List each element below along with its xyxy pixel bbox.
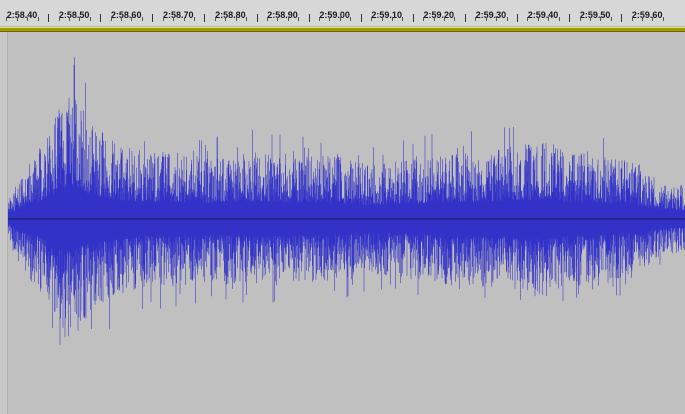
timeline-minor-tick — [68, 17, 70, 21]
timeline-tick-label: 2:59.10 — [371, 10, 402, 20]
timeline-minor-tick — [662, 17, 664, 21]
play-region-bar[interactable] — [0, 27, 685, 32]
timeline-minor-tick — [89, 17, 91, 21]
timeline-minor-tick — [131, 17, 133, 21]
timeline-minor-tick — [527, 17, 529, 21]
timeline-tick-label: 2:59.50 — [579, 10, 611, 20]
timeline-minor-tick — [485, 17, 487, 21]
timeline-minor-tick — [371, 17, 373, 21]
timeline-major-tick — [517, 14, 518, 22]
timeline-minor-tick — [652, 17, 654, 21]
timeline-tick-label: 2:59.20 — [423, 10, 455, 20]
timeline-tick-label: 2:59.00 — [319, 10, 350, 20]
timeline-major-tick — [204, 14, 206, 22]
audio-track[interactable] — [8, 32, 685, 414]
timeline-minor-tick — [339, 17, 341, 21]
timeline-minor-tick — [475, 17, 477, 21]
timeline-major-tick — [621, 14, 623, 22]
timeline-minor-tick — [548, 17, 550, 21]
timeline-minor-tick — [235, 17, 237, 21]
timeline-minor-tick — [631, 17, 633, 21]
timeline-tick-label: 2:59.60 — [631, 10, 663, 20]
timeline-minor-tick — [642, 17, 644, 21]
waveform[interactable] — [8, 32, 685, 414]
timeline-minor-tick — [600, 17, 602, 21]
timeline-minor-tick — [246, 17, 248, 21]
timeline-minor-tick — [225, 17, 227, 21]
timeline-minor-tick — [433, 17, 435, 21]
timeline-minor-tick — [496, 17, 498, 21]
timeline-tick-label: 2:58.90 — [267, 10, 298, 20]
timeline-minor-tick — [58, 17, 60, 21]
timeline-minor-tick — [381, 17, 383, 21]
timeline-major-tick — [569, 14, 571, 22]
timeline-tick-label: 2:58.40 — [6, 10, 38, 20]
timeline-minor-tick — [319, 17, 321, 21]
timeline-tick-label: 2:58.60 — [110, 10, 142, 20]
timeline-minor-tick — [277, 17, 279, 21]
timeline-minor-tick — [506, 17, 508, 21]
timeline-minor-tick — [537, 17, 539, 21]
timeline-minor-tick — [454, 17, 456, 21]
timeline-major-tick — [256, 14, 258, 22]
timeline-major-tick — [100, 14, 102, 22]
timeline-minor-tick — [423, 17, 425, 21]
timeline-tick-label: 2:58.80 — [215, 10, 246, 20]
timeline-tick-label: 2:58.70 — [163, 10, 194, 20]
timeline-minor-tick — [121, 17, 123, 21]
timeline-minor-tick — [27, 17, 29, 21]
timeline-minor-tick — [16, 17, 18, 21]
timeline-major-tick — [360, 14, 362, 22]
timeline-minor-tick — [610, 17, 612, 21]
timeline-major-tick — [412, 14, 414, 22]
timeline-minor-tick — [329, 17, 331, 21]
waveform-samples — [8, 57, 685, 346]
timeline-minor-tick — [589, 17, 591, 21]
timeline-major-tick — [464, 14, 466, 22]
timeline-minor-tick — [391, 17, 393, 21]
timeline-minor-tick — [173, 17, 175, 21]
timeline-minor-tick — [266, 17, 268, 21]
timeline-minor-tick — [444, 17, 446, 21]
track-left-margin — [0, 32, 8, 414]
timeline-minor-tick — [214, 17, 216, 21]
timeline-major-tick — [308, 14, 310, 22]
timeline-major-tick — [152, 14, 154, 22]
timeline-tick-label: 2:58.50 — [58, 10, 90, 20]
timeline-ruler[interactable]: 2:58.40 2:58.50 2:58.60 2:58.70 2:58.80 2:58.… — [0, 0, 685, 27]
timeline-minor-tick — [162, 17, 164, 21]
timeline-minor-tick — [298, 17, 300, 21]
timeline-minor-tick — [141, 17, 143, 21]
timeline-minor-tick — [402, 17, 404, 21]
timeline-minor-tick — [6, 17, 8, 21]
timeline-minor-tick — [183, 17, 185, 21]
timeline-tick-label: 2:59.30 — [475, 10, 507, 20]
timeline-minor-tick — [558, 17, 560, 21]
timeline-minor-tick — [110, 17, 112, 21]
timeline-tick-label: 2:59.40 — [527, 10, 559, 20]
timeline-minor-tick — [287, 17, 289, 21]
timeline-minor-tick — [79, 17, 81, 21]
timeline-minor-tick — [350, 17, 352, 21]
timeline-minor-tick — [37, 17, 39, 21]
timeline-minor-tick — [193, 17, 195, 21]
timeline-minor-tick — [579, 17, 581, 21]
timeline-major-tick — [48, 14, 50, 22]
